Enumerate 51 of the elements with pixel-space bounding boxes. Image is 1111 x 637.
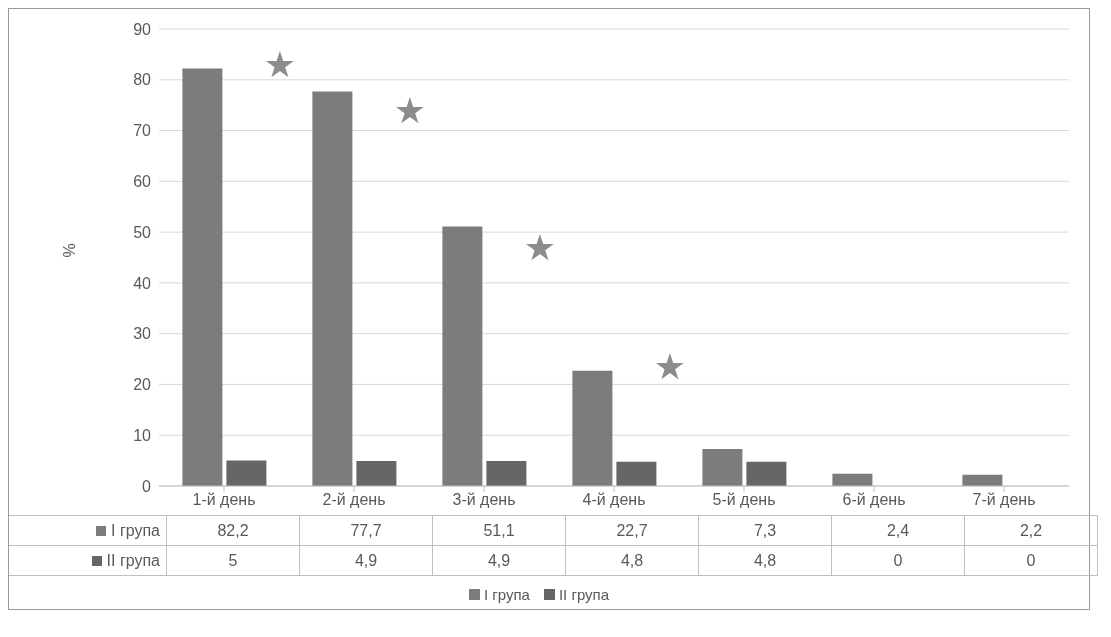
data-label: 4,8 bbox=[565, 545, 699, 576]
data-label: 4,9 bbox=[432, 545, 566, 576]
legend-label: II група bbox=[9, 545, 167, 576]
annotation: ★ bbox=[653, 346, 687, 388]
data-label: 22,7 bbox=[565, 515, 699, 546]
data-label: 0 bbox=[831, 545, 965, 576]
bar bbox=[442, 226, 483, 486]
y-axis-title: % bbox=[60, 243, 78, 258]
y-tick-label: 40 bbox=[133, 274, 152, 292]
data-label: 4,8 bbox=[698, 545, 832, 576]
y-tick-label: 50 bbox=[133, 223, 152, 241]
y-tick-label: 30 bbox=[133, 325, 152, 343]
y-tick-label: 80 bbox=[133, 71, 152, 89]
bar bbox=[356, 461, 397, 486]
data-label: 2,2 bbox=[964, 515, 1098, 546]
text: I група bbox=[483, 586, 530, 603]
data-label: 2,4 bbox=[831, 515, 965, 546]
data-label: 51,1 bbox=[432, 515, 566, 546]
annotation: ★ bbox=[393, 89, 427, 131]
bar bbox=[616, 461, 657, 486]
y-tick-label: 60 bbox=[133, 173, 152, 191]
bar bbox=[226, 460, 267, 486]
bar bbox=[746, 461, 787, 486]
x-tick-label: 7-й день bbox=[972, 491, 1036, 509]
y-tick-label: 0 bbox=[142, 477, 152, 495]
annotation: ★ bbox=[263, 44, 297, 86]
x-tick-label: 1-й день bbox=[192, 491, 256, 509]
data-label: 7,3 bbox=[698, 515, 832, 546]
data-label: 82,2 bbox=[166, 515, 300, 546]
x-tick-label: 5-й день bbox=[712, 491, 776, 509]
data-label: 0 bbox=[964, 545, 1098, 576]
legend-label: I група bbox=[9, 515, 167, 546]
bar bbox=[832, 473, 873, 486]
annotation: ★ bbox=[523, 226, 557, 268]
x-tick-label: 3-й день bbox=[452, 491, 516, 509]
x-tick-label: 2-й день bbox=[322, 491, 386, 509]
y-tick-label: 20 bbox=[133, 376, 152, 394]
data-label: 5 bbox=[166, 545, 300, 576]
data-label: 77,7 bbox=[299, 515, 433, 546]
bar bbox=[702, 448, 743, 486]
x-tick-label: 6-й день bbox=[842, 491, 906, 509]
y-tick-label: 70 bbox=[133, 122, 152, 140]
y-tick-label: 90 bbox=[133, 20, 152, 38]
x-tick-label: 4-й день bbox=[582, 491, 646, 509]
bar bbox=[182, 68, 223, 486]
y-tick-label: 10 bbox=[133, 426, 152, 444]
data-label: 4,9 bbox=[299, 545, 433, 576]
bar bbox=[572, 370, 613, 486]
text: II група bbox=[558, 586, 610, 603]
bar bbox=[486, 461, 527, 486]
bar bbox=[312, 91, 353, 486]
